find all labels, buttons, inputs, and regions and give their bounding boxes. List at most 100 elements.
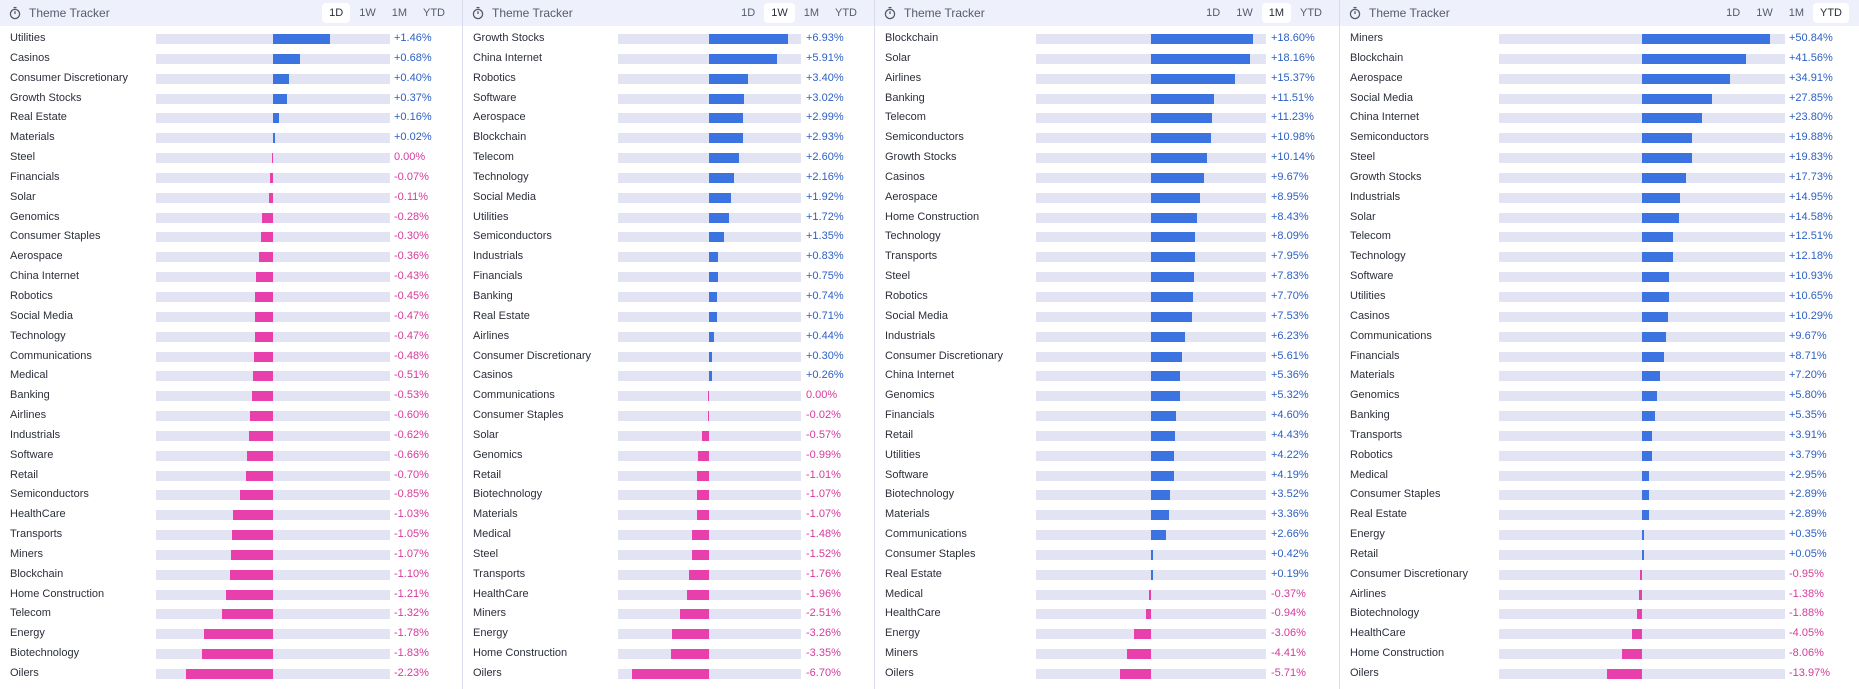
table-row[interactable]: China Internet +5.91% (463, 49, 874, 69)
table-row[interactable]: Solar -0.11% (0, 188, 462, 208)
table-row[interactable]: Software -0.66% (0, 446, 462, 466)
table-row[interactable]: Social Media +1.92% (463, 188, 874, 208)
table-row[interactable]: Materials +7.20% (1340, 366, 1859, 386)
table-row[interactable]: Financials +0.75% (463, 267, 874, 287)
table-row[interactable]: Blockchain -1.10% (0, 565, 462, 585)
tab-1w[interactable]: 1W (1236, 7, 1253, 19)
table-row[interactable]: Software +4.19% (875, 466, 1339, 486)
table-row[interactable]: Financials +4.60% (875, 406, 1339, 426)
tab-ytd[interactable]: YTD (423, 7, 445, 19)
table-row[interactable]: Materials +0.02% (0, 128, 462, 148)
table-row[interactable]: Growth Stocks +10.14% (875, 148, 1339, 168)
tab-ytd[interactable]: YTD (1300, 7, 1322, 19)
table-row[interactable]: Genomics -0.28% (0, 208, 462, 228)
table-row[interactable]: Materials +3.36% (875, 505, 1339, 525)
table-row[interactable]: Financials -0.07% (0, 168, 462, 188)
table-row[interactable]: Industrials -0.62% (0, 426, 462, 446)
table-row[interactable]: Materials -1.07% (463, 505, 874, 525)
table-row[interactable]: Communications 0.00% (463, 386, 874, 406)
table-row[interactable]: Consumer Staples -0.02% (463, 406, 874, 426)
table-row[interactable]: Miners -1.07% (0, 545, 462, 565)
table-row[interactable]: Consumer Staples -0.30% (0, 227, 462, 247)
table-row[interactable]: Transports -1.76% (463, 565, 874, 585)
table-row[interactable]: Real Estate +0.71% (463, 307, 874, 327)
table-row[interactable]: Oilers -6.70% (463, 664, 874, 684)
table-row[interactable]: Energy +0.35% (1340, 525, 1859, 545)
table-row[interactable]: Miners -4.41% (875, 644, 1339, 664)
table-row[interactable]: Solar +14.58% (1340, 208, 1859, 228)
table-row[interactable]: Biotechnology -1.88% (1340, 604, 1859, 624)
table-row[interactable]: HealthCare -1.03% (0, 505, 462, 525)
table-row[interactable]: Semiconductors +1.35% (463, 227, 874, 247)
table-row[interactable]: Oilers -5.71% (875, 664, 1339, 684)
table-row[interactable]: Software +10.93% (1340, 267, 1859, 287)
table-row[interactable]: Real Estate +0.19% (875, 565, 1339, 585)
table-row[interactable]: Airlines +0.44% (463, 327, 874, 347)
table-row[interactable]: Airlines -1.38% (1340, 585, 1859, 605)
table-row[interactable]: China Internet -0.43% (0, 267, 462, 287)
table-row[interactable]: Home Construction +8.43% (875, 208, 1339, 228)
tab-1w[interactable]: 1W (1756, 7, 1773, 19)
table-row[interactable]: China Internet +23.80% (1340, 108, 1859, 128)
table-row[interactable]: Biotechnology -1.83% (0, 644, 462, 664)
table-row[interactable]: Social Media -0.47% (0, 307, 462, 327)
table-row[interactable]: Aerospace +2.99% (463, 108, 874, 128)
table-row[interactable]: Oilers -13.97% (1340, 664, 1859, 684)
table-row[interactable]: Biotechnology -1.07% (463, 485, 874, 505)
table-row[interactable]: Consumer Discretionary +0.30% (463, 347, 874, 367)
tab-1m[interactable]: 1M (1788, 7, 1804, 19)
table-row[interactable]: Miners -2.51% (463, 604, 874, 624)
table-row[interactable]: Semiconductors -0.85% (0, 485, 462, 505)
table-row[interactable]: HealthCare -4.05% (1340, 624, 1859, 644)
table-row[interactable]: HealthCare -0.94% (875, 604, 1339, 624)
table-row[interactable]: Energy -3.26% (463, 624, 874, 644)
table-row[interactable]: Energy -1.78% (0, 624, 462, 644)
table-row[interactable]: Technology -0.47% (0, 327, 462, 347)
table-row[interactable]: Home Construction -1.21% (0, 585, 462, 605)
table-row[interactable]: Utilities +10.65% (1340, 287, 1859, 307)
table-row[interactable]: Communications -0.48% (0, 347, 462, 367)
table-row[interactable]: Robotics +3.79% (1340, 446, 1859, 466)
table-row[interactable]: Consumer Discretionary +5.61% (875, 347, 1339, 367)
table-row[interactable]: Steel -1.52% (463, 545, 874, 565)
table-row[interactable]: Industrials +0.83% (463, 247, 874, 267)
table-row[interactable]: Steel +7.83% (875, 267, 1339, 287)
table-row[interactable]: Industrials +6.23% (875, 327, 1339, 347)
table-row[interactable]: Transports +7.95% (875, 247, 1339, 267)
table-row[interactable]: Communications +9.67% (1340, 327, 1859, 347)
table-row[interactable]: Blockchain +18.60% (875, 29, 1339, 49)
table-row[interactable]: Growth Stocks +0.37% (0, 89, 462, 109)
table-row[interactable]: Genomics +5.32% (875, 386, 1339, 406)
table-row[interactable]: Industrials +14.95% (1340, 188, 1859, 208)
table-row[interactable]: Telecom +12.51% (1340, 227, 1859, 247)
tab-1d[interactable]: 1D (1206, 7, 1221, 19)
table-row[interactable]: Technology +2.16% (463, 168, 874, 188)
table-row[interactable]: Communications +2.66% (875, 525, 1339, 545)
table-row[interactable]: Banking +11.51% (875, 89, 1339, 109)
table-row[interactable]: Software +3.02% (463, 89, 874, 109)
table-row[interactable]: Airlines +15.37% (875, 69, 1339, 89)
tab-ytd[interactable]: YTD (835, 7, 857, 19)
tab-1w[interactable]: 1W (764, 3, 795, 23)
table-row[interactable]: Transports +3.91% (1340, 426, 1859, 446)
table-row[interactable]: Miners +50.84% (1340, 29, 1859, 49)
table-row[interactable]: Banking -0.53% (0, 386, 462, 406)
tab-1d[interactable]: 1D (1726, 7, 1741, 19)
table-row[interactable]: Consumer Staples +0.42% (875, 545, 1339, 565)
tab-1w[interactable]: 1W (359, 7, 376, 19)
tab-ytd[interactable]: YTD (1813, 3, 1849, 23)
table-row[interactable]: Consumer Staples +2.89% (1340, 485, 1859, 505)
tab-1m[interactable]: 1M (1261, 3, 1291, 23)
table-row[interactable]: Biotechnology +3.52% (875, 485, 1339, 505)
table-row[interactable]: Airlines -0.60% (0, 406, 462, 426)
table-row[interactable]: Utilities +1.72% (463, 208, 874, 228)
table-row[interactable]: Telecom -1.32% (0, 604, 462, 624)
table-row[interactable]: Retail -1.01% (463, 466, 874, 486)
table-row[interactable]: Retail +4.43% (875, 426, 1339, 446)
table-row[interactable]: Casinos +0.68% (0, 49, 462, 69)
tab-1m[interactable]: 1M (803, 7, 819, 19)
tab-1d[interactable]: 1D (322, 3, 351, 23)
table-row[interactable]: Retail -0.70% (0, 466, 462, 486)
table-row[interactable]: Robotics +7.70% (875, 287, 1339, 307)
table-row[interactable]: Medical -0.51% (0, 366, 462, 386)
